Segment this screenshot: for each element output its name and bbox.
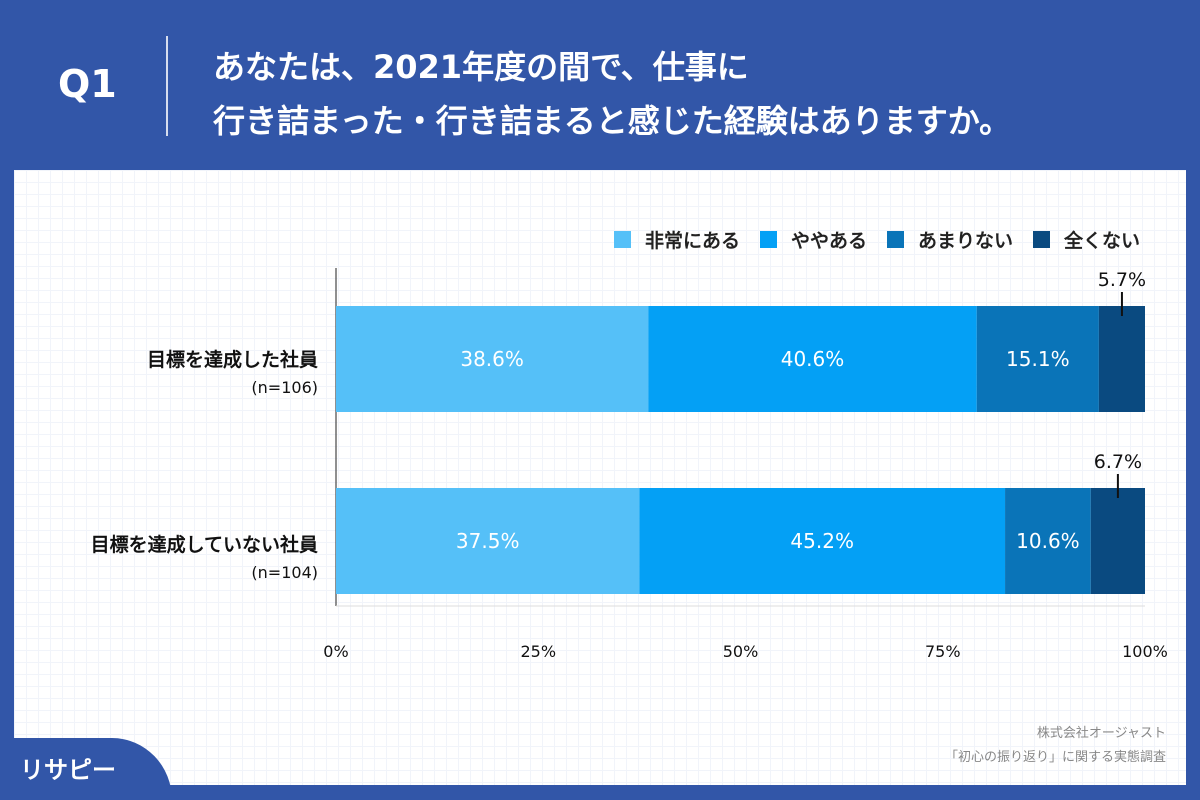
- divider: [166, 36, 168, 136]
- category-n: (n=104): [251, 563, 318, 582]
- data-label: 10.6%: [1016, 529, 1080, 553]
- legend-label: あまりない: [917, 230, 1013, 252]
- chart-panel: [14, 170, 1186, 785]
- x-tick-label: 25%: [520, 642, 556, 661]
- title-line-1: あなたは、2021年度の間で、仕事に: [213, 48, 749, 86]
- source-survey: 「初心の振り返り」に関する実態調査: [944, 750, 1166, 765]
- bar-segment: [1098, 306, 1145, 412]
- x-tick-label: 100%: [1122, 642, 1168, 661]
- bar-segment: [639, 488, 1006, 594]
- bar-segment: [976, 306, 1099, 412]
- category-name: 目標を達成していない社員: [90, 534, 318, 556]
- data-label: 40.6%: [781, 347, 845, 371]
- category-name: 目標を達成した社員: [146, 349, 318, 371]
- bar-segment: [1005, 488, 1091, 594]
- logo: リサピー: [0, 738, 172, 800]
- source-company: 株式会社オージャスト: [1036, 726, 1166, 741]
- data-label: 38.6%: [460, 347, 524, 371]
- title-line-2: 行き詰まった・行き詰まると感じた経験はありますか。: [213, 102, 1012, 140]
- legend-item: 全くない: [1032, 226, 1140, 253]
- data-label: 15.1%: [1006, 347, 1070, 371]
- source: 株式会社オージャスト 「初心の振り返り」に関する実態調査: [945, 722, 1166, 770]
- data-label: 6.7%: [1094, 451, 1142, 473]
- legend-label: 全くない: [1063, 230, 1140, 252]
- question-number: Q1: [58, 62, 117, 106]
- legend-swatch: [759, 231, 777, 248]
- legend-label: 非常にある: [644, 230, 740, 252]
- legend-item: 非常にある: [613, 226, 740, 253]
- data-label: 37.5%: [456, 529, 520, 553]
- bar-segment: [336, 488, 640, 594]
- legend-swatch: [886, 231, 904, 248]
- bar-segment: [1090, 488, 1145, 594]
- x-tick-label: 75%: [925, 642, 961, 661]
- category-label-2: 目標を達成していない社員 (n=104): [91, 530, 318, 582]
- legend-item: あまりない: [886, 226, 1013, 253]
- category-n: (n=106): [251, 378, 318, 397]
- bar-segment: [336, 306, 649, 412]
- data-label: 45.2%: [790, 529, 854, 553]
- category-label-1: 目標を達成した社員 (n=106): [147, 345, 318, 397]
- legend: 非常にある ややある あまりない 全くない: [613, 226, 1140, 253]
- page-title: あなたは、2021年度の間で、仕事に 行き詰まった・行き詰まると感じた経験はあり…: [213, 40, 1011, 148]
- legend-swatch: [613, 231, 631, 248]
- x-tick-label: 0%: [323, 642, 348, 661]
- logo-text: リサピー: [20, 756, 116, 784]
- legend-swatch: [1032, 231, 1050, 248]
- legend-label: ややある: [790, 230, 867, 252]
- data-label: 5.7%: [1098, 269, 1146, 291]
- x-tick-label: 50%: [723, 642, 759, 661]
- bar-segment: [648, 306, 977, 412]
- legend-item: ややある: [759, 226, 867, 253]
